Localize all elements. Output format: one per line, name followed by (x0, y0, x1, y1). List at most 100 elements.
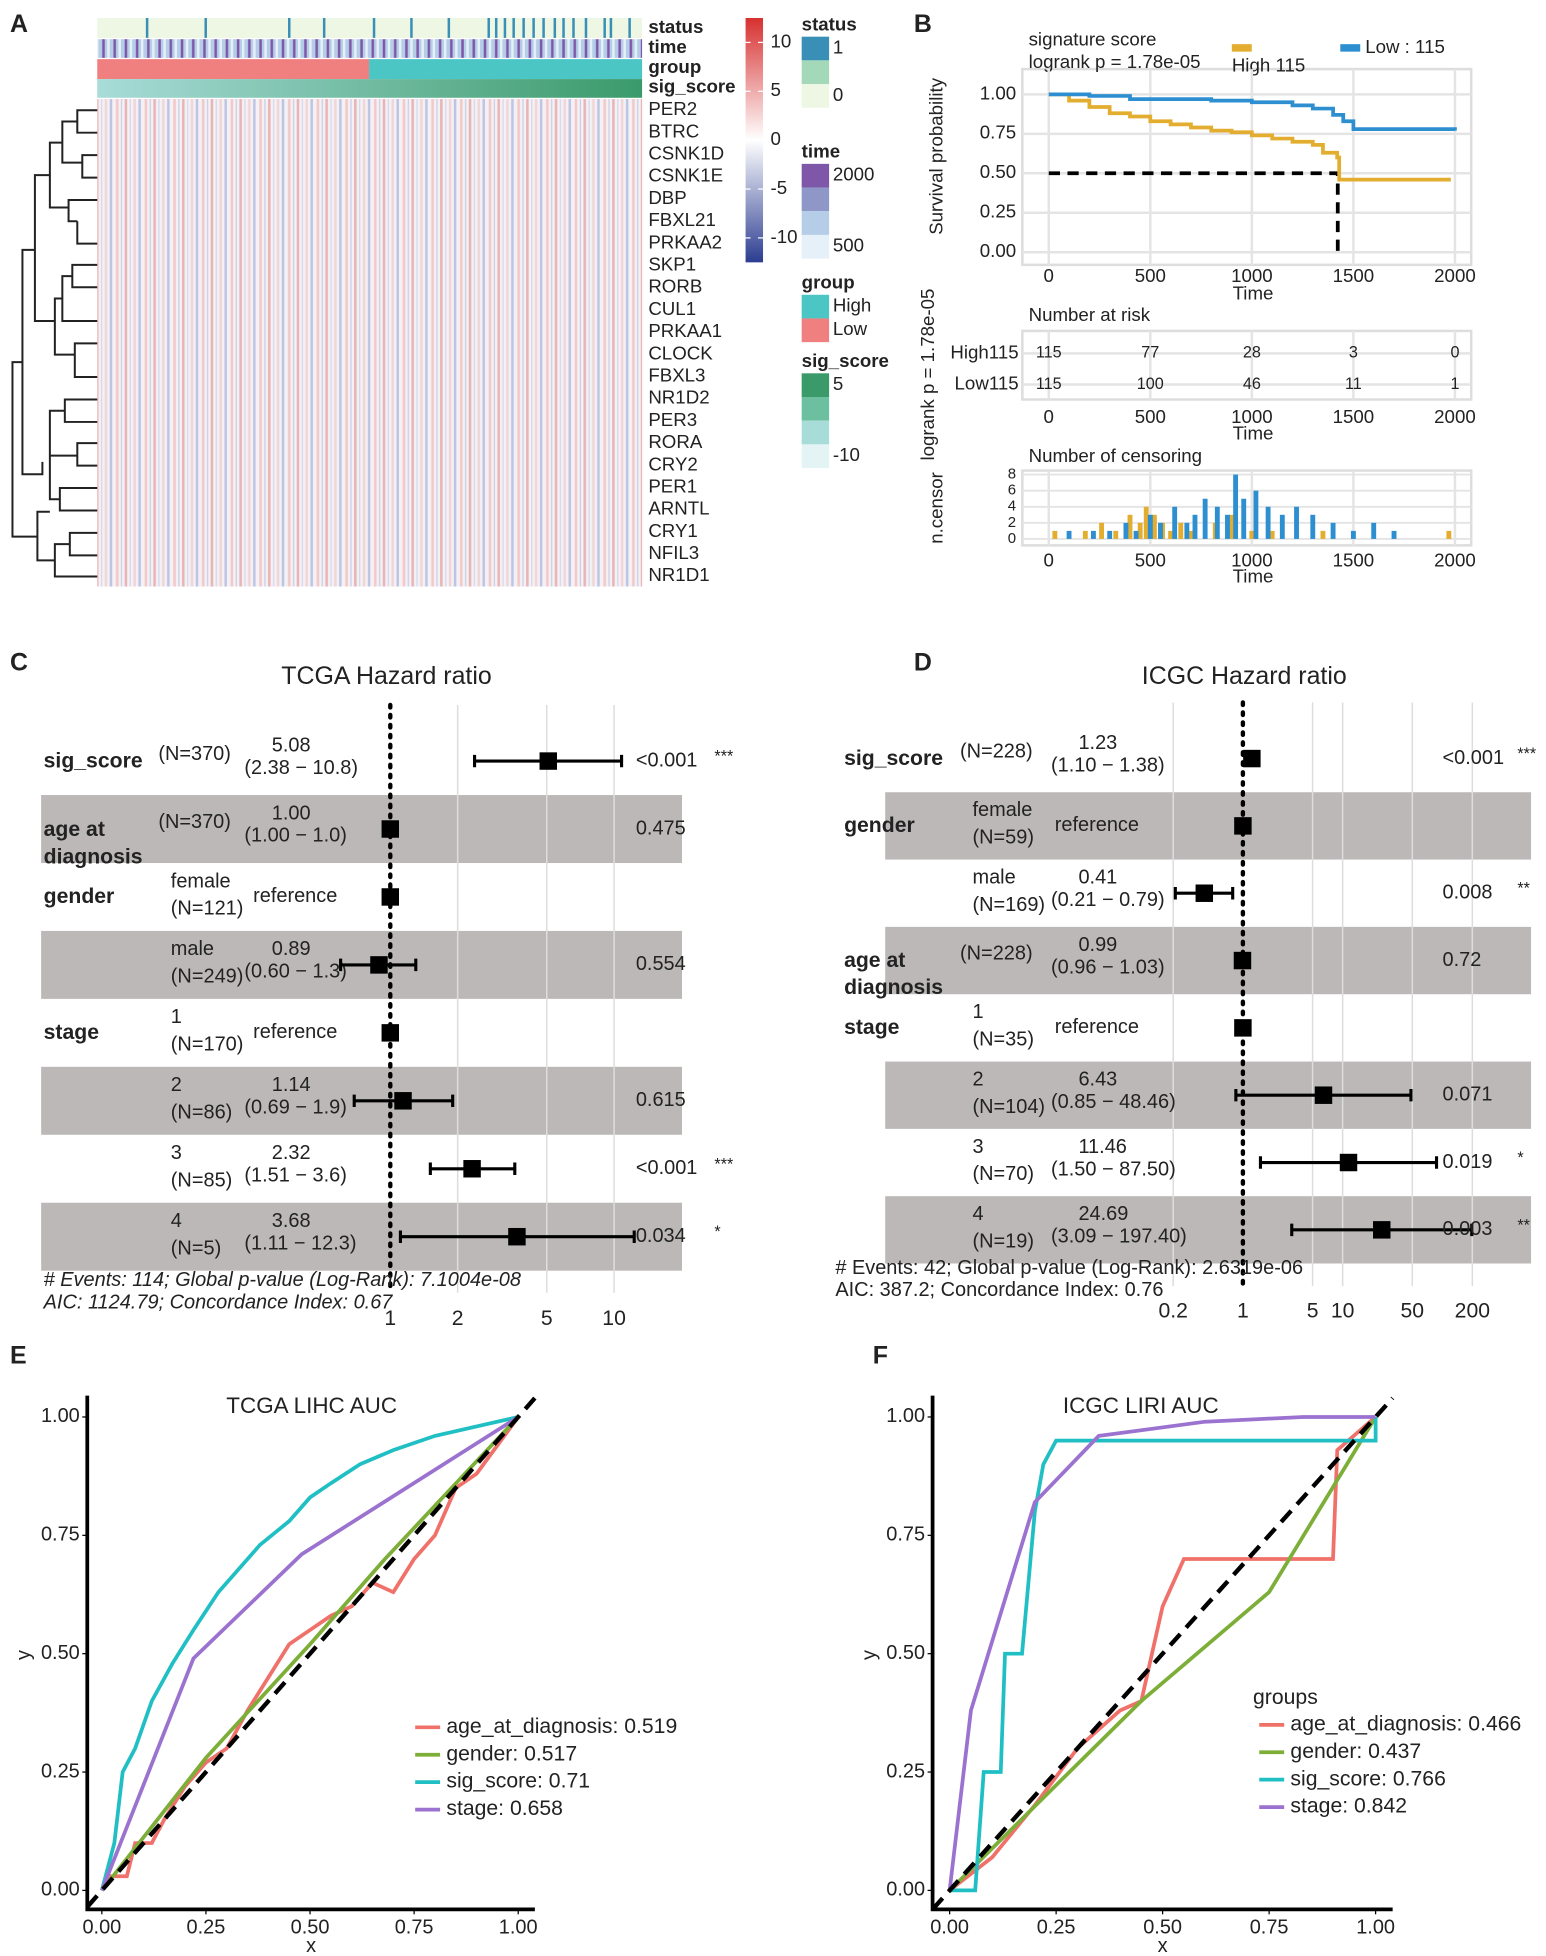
n-label: (N=169) (972, 894, 1045, 916)
survival-curve (1048, 92, 1457, 131)
x-tick-label: 5 (1307, 1300, 1319, 1323)
hr-marker (508, 1227, 526, 1246)
censor-frame (1021, 469, 1473, 547)
row-band (885, 1061, 1532, 1129)
n-label: (N=85) (171, 1169, 233, 1191)
n-label: (N=170) (171, 1034, 244, 1056)
variable-label: gender (43, 884, 115, 909)
panel-label: F (873, 1342, 888, 1370)
legend-title: sig_score (802, 350, 889, 371)
row-label: CSNK1D (648, 143, 724, 164)
x-tick-label: 0.2 (1158, 1300, 1187, 1323)
y-tick-label: 0.50 (886, 1642, 925, 1664)
x-tick-label: 500 (1135, 406, 1166, 427)
censor-bar (1168, 530, 1174, 539)
censor-bar (1133, 530, 1139, 539)
variable-box: stage (43, 1020, 100, 1045)
ci-label: (3.09 − 197.40) (1051, 1226, 1187, 1248)
y-tick-label: 0 (1008, 530, 1016, 547)
axis-line (930, 1395, 1393, 1912)
hr-marker (1234, 1019, 1252, 1037)
variable-label: stage (43, 1020, 100, 1045)
x-tick-label: 0.50 (1143, 1916, 1182, 1938)
y-tick-label: 1.00 (886, 1405, 925, 1427)
risk-row-label: High115 (950, 341, 1018, 362)
forest-title: TCGA Hazard ratio (281, 662, 492, 690)
censor-bar (1137, 522, 1143, 539)
row-label: FBXL3 (648, 364, 705, 385)
x-axis-label: x (1158, 1935, 1168, 1956)
censor-bar (1320, 530, 1326, 539)
side-label: logrank p = 1.78e-05 (917, 289, 938, 461)
legend-title: group (802, 271, 855, 292)
colorbar-label: 5 (771, 79, 781, 100)
x-tick-label: 1.00 (499, 1916, 538, 1938)
hr-marker (1234, 817, 1252, 835)
row-label: SKP1 (648, 254, 696, 275)
roc-curve (100, 1415, 520, 1892)
ci-label: (1.50 − 87.50) (1051, 1158, 1176, 1180)
panel-label: A (10, 10, 28, 38)
footer-text: AIC: 1124.79; Concordance Index: 0.67 (43, 1292, 394, 1314)
legend-swatch (801, 373, 830, 398)
variable-label: gender (844, 813, 915, 838)
x-tick-label: 10 (602, 1307, 626, 1330)
annotation-label: group (648, 56, 701, 77)
n-label: (N=5) (171, 1237, 221, 1259)
legend-title: status (802, 13, 857, 34)
x-tick-label: 1.00 (1356, 1916, 1395, 1938)
n-label: (N=59) (972, 827, 1034, 849)
risk-value: 100 (1137, 375, 1164, 393)
y-tick-label: 0.00 (41, 1879, 80, 1901)
row-band (885, 792, 1532, 860)
level-label: female (972, 799, 1032, 821)
hr-marker (463, 1160, 481, 1178)
significance: *** (714, 1155, 734, 1173)
risk-value: 46 (1243, 375, 1261, 393)
y-tick-label: 0.25 (41, 1760, 80, 1782)
colorbar-label: -5 (771, 177, 788, 198)
significance: ** (1517, 1216, 1530, 1234)
variable-box: age at diagnosis (844, 948, 943, 999)
significance: *** (1517, 745, 1537, 763)
censor-bar (1265, 506, 1271, 539)
y-tick-label: 0.50 (41, 1642, 80, 1664)
x-axis-label: Time (1233, 422, 1274, 443)
variable-box: sig_score (43, 748, 143, 773)
n-label: (N=19) (972, 1231, 1034, 1253)
legend-label: stage: 0.658 (446, 1797, 563, 1820)
legend-swatch (1231, 44, 1252, 52)
hr-label: 11.46 (1078, 1136, 1126, 1158)
plot-frame (1021, 67, 1473, 267)
x-tick-label: 1500 (1333, 265, 1375, 286)
reference-label: reference (253, 885, 337, 907)
n-label: (N=35) (972, 1029, 1034, 1051)
censor-bar (1202, 498, 1208, 539)
variable-box: age at diagnosis (43, 816, 143, 868)
row-label: CLOCK (648, 342, 713, 363)
reference-label: reference (253, 1021, 337, 1043)
legend-label: gender: 0.517 (446, 1742, 577, 1765)
variable-box: sig_score (844, 746, 943, 770)
row-label: NR1D2 (648, 387, 709, 408)
n-label: (N=86) (171, 1102, 233, 1124)
ci-label: (1.10 − 1.38) (1051, 754, 1165, 776)
variable-label: sig_score (43, 748, 143, 773)
censor-bar (1127, 514, 1133, 539)
legend-label: -10 (833, 444, 860, 465)
row-label: PER3 (648, 409, 697, 430)
forest-title: ICGC Hazard ratio (1142, 662, 1347, 690)
footer-text: AIC: 387.2; Concordance Index: 0.76 (835, 1279, 1163, 1301)
colorbar-label: 0 (771, 128, 781, 149)
x-tick-label: 0.25 (1037, 1916, 1076, 1938)
censor-bar (1178, 522, 1184, 539)
legend-label: 5 (833, 373, 843, 394)
legend-swatch (801, 397, 830, 421)
censor-bar (1371, 522, 1377, 539)
censor-bar (1151, 514, 1157, 539)
variable-label: age at diagnosis (43, 816, 143, 868)
p-value: 0.019 (1443, 1151, 1493, 1173)
row-label: RORB (648, 276, 702, 297)
x-tick-label: 2000 (1434, 550, 1476, 571)
legend-label: 1 (833, 36, 843, 57)
